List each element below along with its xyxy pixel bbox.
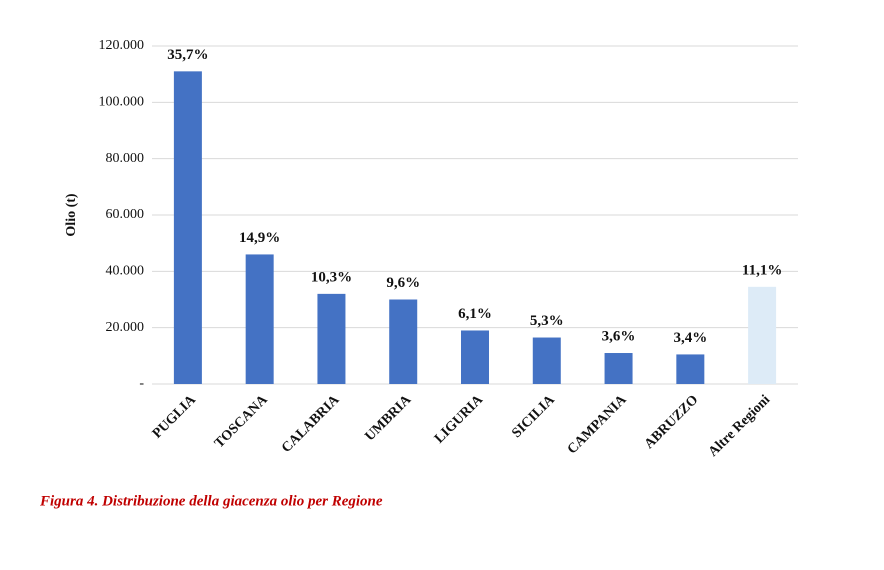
x-tick-label: CALABRIA (279, 392, 343, 456)
x-tick-label: PUGLIA (150, 392, 200, 442)
x-tick-label: LIGURIA (432, 392, 487, 447)
bar (461, 330, 489, 384)
x-tick-label: Altre Regioni (706, 392, 773, 459)
data-label: 10,3% (311, 269, 352, 285)
bar (748, 286, 777, 384)
data-label: 6,1% (458, 306, 492, 322)
caption: Figura 4. Distribuzione della giacenza o… (39, 493, 383, 509)
y-tick-label: 80.000 (106, 151, 145, 166)
x-tick-label: ABRUZZO (642, 392, 702, 452)
bar (389, 299, 418, 384)
y-tick-label: 100.000 (99, 95, 145, 110)
x-tick-label: CAMPANIA (565, 392, 630, 457)
y-tick-label: - (139, 376, 144, 391)
y-tick-label: 40.000 (106, 264, 145, 279)
y-tick-label: 60.000 (106, 207, 145, 222)
bar (173, 71, 202, 384)
data-label: 35,7% (167, 47, 208, 63)
x-tick-label: TOSCANA (212, 392, 271, 451)
x-tick-label: SICILIA (509, 392, 558, 441)
y-tick-label: 20.000 (106, 320, 145, 335)
data-label: 9,6% (386, 275, 420, 291)
data-label: 3,6% (602, 328, 636, 344)
data-label: 11,1% (742, 262, 782, 278)
data-label: 5,3% (530, 313, 564, 329)
bar (317, 293, 346, 384)
x-tick-label: UMBRIA (362, 392, 414, 444)
data-label: 3,4% (673, 330, 707, 346)
y-tick-label: 120.000 (99, 38, 145, 53)
bar (532, 337, 561, 384)
bar (604, 353, 633, 384)
bar (676, 354, 705, 384)
bar (245, 254, 274, 384)
y-axis-title: Olio (t) (64, 193, 79, 236)
data-label: 14,9% (239, 230, 280, 246)
